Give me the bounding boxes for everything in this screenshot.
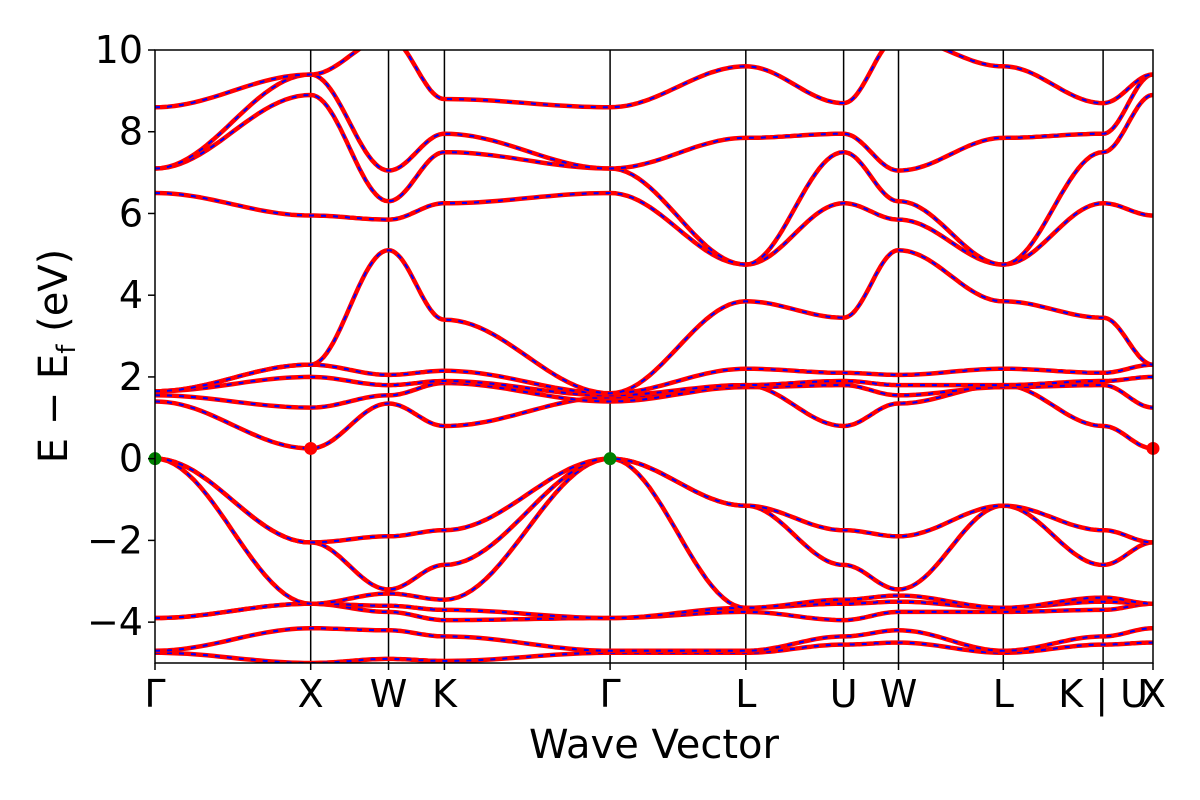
y-tick-label: 0 xyxy=(119,437,143,481)
x-tick-label: X xyxy=(1140,672,1166,716)
band-line-dashed xyxy=(155,627,1153,652)
band-line xyxy=(155,50,1153,110)
band-line-dashed xyxy=(155,73,1153,172)
x-tick-label: K | U xyxy=(1058,672,1148,717)
y-axis-title: E − Ef (eV) xyxy=(31,249,82,464)
band-line xyxy=(155,92,1153,267)
y-tick-label: −4 xyxy=(87,600,143,644)
x-tick-label: Γ xyxy=(600,672,621,716)
y-tick-label: 4 xyxy=(119,273,143,317)
plot-frame xyxy=(154,49,1154,664)
x-tick-label: K xyxy=(432,672,458,716)
x-tick-label: Γ xyxy=(144,672,165,716)
band-line-dashed xyxy=(155,382,1153,409)
band-line-dashed xyxy=(155,375,1153,397)
y-axis-title-subscript: f xyxy=(52,344,82,354)
x-axis-title: Wave Vector xyxy=(529,722,780,768)
y-axis-title-unit: (eV) xyxy=(31,249,77,345)
band-line-dashed xyxy=(155,457,1153,591)
band-lines xyxy=(155,50,1153,663)
x-tick-label: W xyxy=(880,672,918,716)
y-tick-label: 2 xyxy=(119,355,143,399)
y-axis: −4 −2 0 2 4 6 8 10 xyxy=(87,28,155,644)
y-tick-label: 8 xyxy=(119,110,143,154)
cbm-marker xyxy=(304,441,318,455)
y-tick-label: 6 xyxy=(119,191,143,235)
band-edge-markers xyxy=(148,441,1160,466)
x-tick-label: L xyxy=(735,672,756,716)
y-axis-title-main: E − E xyxy=(31,354,77,464)
x-tick-label: U xyxy=(830,672,858,716)
x-tick-label: X xyxy=(298,672,324,716)
vbm-marker xyxy=(603,452,617,466)
x-tick-label: L xyxy=(993,672,1014,716)
y-tick-label: 10 xyxy=(95,28,143,72)
band-line-dashed xyxy=(155,363,1153,395)
y-tick-label: −2 xyxy=(87,518,143,562)
band-line-dashed xyxy=(155,457,1153,544)
x-tick-label: W xyxy=(370,672,408,716)
band-line-dashed xyxy=(155,457,1153,609)
band-line-dashed xyxy=(155,249,1153,395)
band-line-dashed xyxy=(155,602,1153,622)
